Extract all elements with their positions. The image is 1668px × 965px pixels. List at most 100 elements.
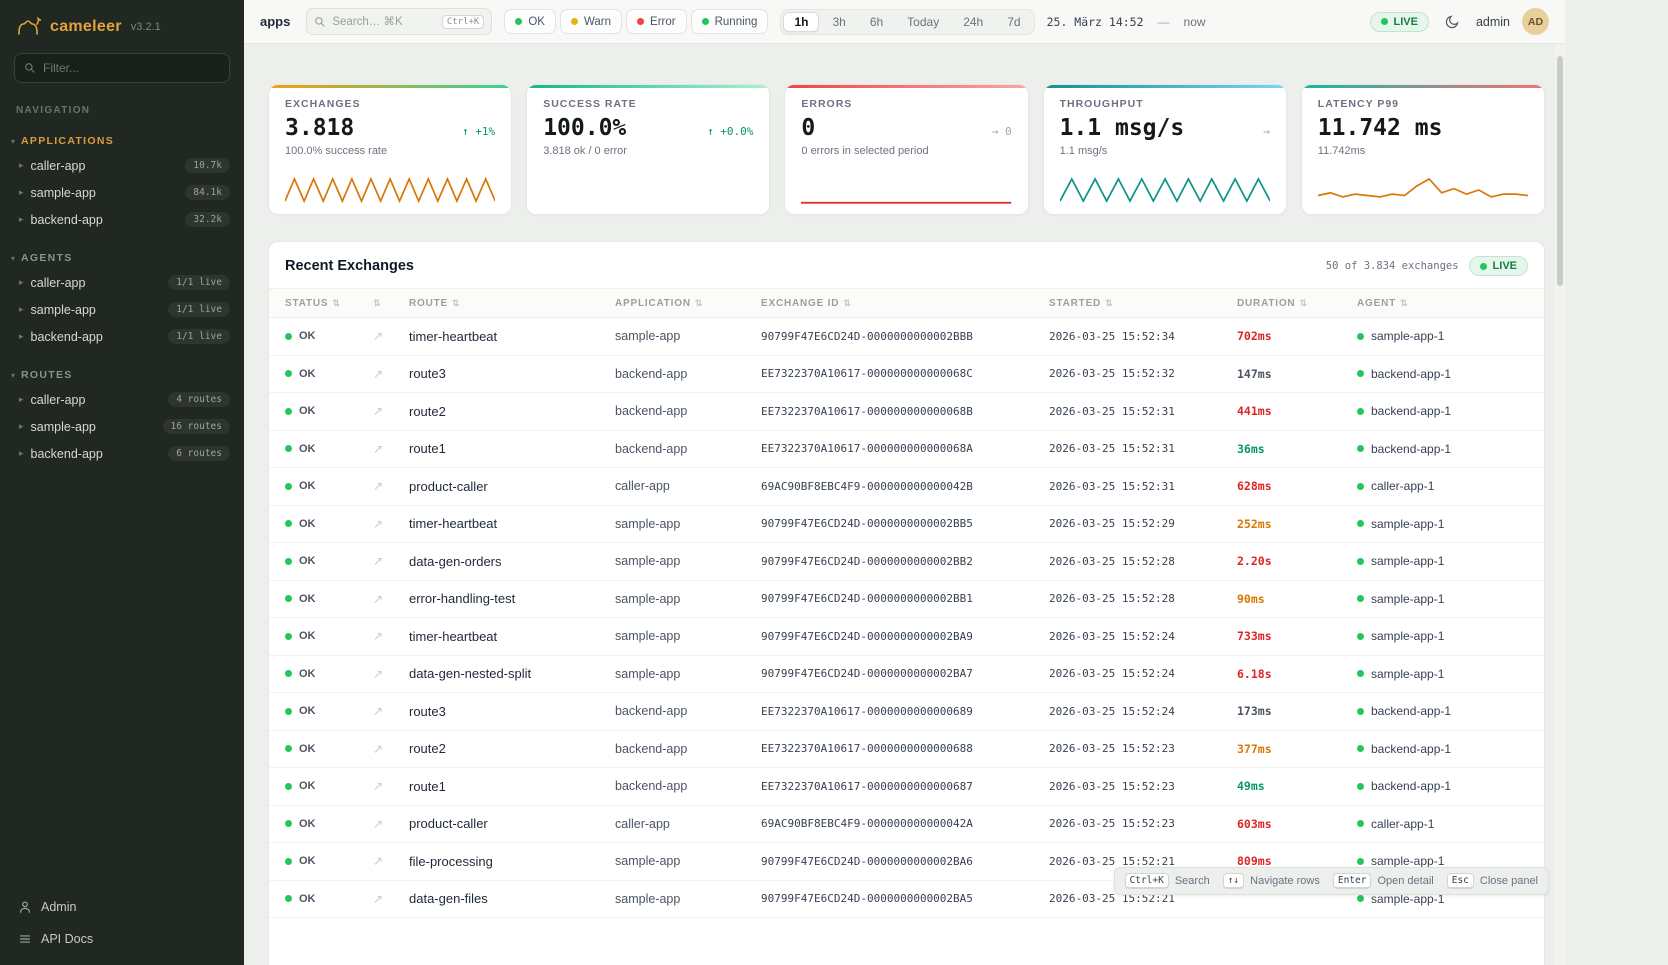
hint-navigate-rows: ↑↓ Navigate rows xyxy=(1222,873,1320,889)
agent-status-dot xyxy=(1357,370,1364,378)
scrollbar[interactable] xyxy=(1555,44,1565,965)
sidebar-item-sample-app[interactable]: ▸ sample-app 84.1k xyxy=(0,179,244,206)
filter-chip-warn[interactable]: Warn xyxy=(559,9,623,34)
route-name: route3 xyxy=(409,703,446,719)
table-row[interactable]: OK ↗ route1 backend-app EE7322370A10617-0000… xyxy=(269,431,1544,468)
application-name: backend-app xyxy=(615,441,688,456)
table-row[interactable]: OK ↗ route3 backend-app EE7322370A10617-0000… xyxy=(269,356,1544,393)
filter-chip-ok[interactable]: OK xyxy=(504,9,556,34)
scrollbar-thumb[interactable] xyxy=(1557,56,1563,286)
open-exchange-icon[interactable]: ↗ xyxy=(373,854,384,869)
table-row[interactable]: OK ↗ route2 backend-app EE7322370A10617-0000… xyxy=(269,731,1544,768)
application-name: caller-app xyxy=(615,816,670,831)
column-header-agent[interactable]: AGENT ⇅ xyxy=(1357,297,1409,309)
time-range-7d[interactable]: 7d xyxy=(996,12,1031,32)
open-exchange-icon[interactable]: ↗ xyxy=(373,779,384,794)
sidebar-item-badge: 1/1 live xyxy=(168,275,230,290)
theme-toggle-button[interactable] xyxy=(1441,10,1464,33)
time-range-today[interactable]: Today xyxy=(896,12,950,32)
table-row[interactable]: OK ↗ data-gen-files sample-app 90799F47E6CD2… xyxy=(269,881,1544,918)
time-range-3h[interactable]: 3h xyxy=(821,12,856,32)
open-exchange-icon[interactable]: ↗ xyxy=(373,516,384,531)
sidebar-item-caller-app[interactable]: ▸ caller-app 1/1 live xyxy=(0,269,244,296)
open-exchange-icon[interactable]: ↗ xyxy=(373,329,384,344)
route-name: route2 xyxy=(409,403,446,419)
section-title: ROUTES xyxy=(21,369,73,381)
status-filter-chips: OK Warn Error Running xyxy=(504,9,769,34)
time-range-6h[interactable]: 6h xyxy=(859,12,894,32)
column-header-duration[interactable]: DURATION ⇅ xyxy=(1237,297,1308,309)
exchange-id: EE7322370A10617-000000000000068C xyxy=(761,367,973,381)
app-logo[interactable]: cameleer v3.2.1 xyxy=(0,0,244,51)
sidebar-filter-input[interactable] xyxy=(43,61,220,75)
column-header-open[interactable]: ⇅ xyxy=(373,298,409,309)
agent-status-dot xyxy=(1357,482,1364,490)
table-row[interactable]: OK ↗ route1 backend-app EE7322370A10617-0000… xyxy=(269,768,1544,806)
column-header-started[interactable]: STARTED ⇅ xyxy=(1049,297,1114,309)
column-header-application[interactable]: APPLICATION ⇅ xyxy=(615,297,704,309)
sidebar-section-applications[interactable]: ▾ APPLICATIONS xyxy=(0,128,244,152)
table-row[interactable]: OK ↗ timer-heartbeat sample-app 90799F47E6CD… xyxy=(269,318,1544,356)
avatar[interactable]: AD xyxy=(1522,8,1549,35)
exchange-id: 90799F47E6CD24D-0000000000002BB1 xyxy=(761,592,973,606)
open-exchange-icon[interactable]: ↗ xyxy=(373,704,384,719)
time-range-24h[interactable]: 24h xyxy=(952,12,994,32)
open-exchange-icon[interactable]: ↗ xyxy=(373,554,384,569)
open-exchange-icon[interactable]: ↗ xyxy=(373,591,384,606)
open-exchange-icon[interactable]: ↗ xyxy=(373,441,384,456)
open-exchange-icon[interactable]: ↗ xyxy=(373,891,384,906)
time-range-selector: 1h 3h 6h Today 24h 7d xyxy=(780,8,1035,35)
sidebar-item-backend-app[interactable]: ▸ backend-app 1/1 live xyxy=(0,323,244,350)
chevron-down-icon: ▾ xyxy=(11,370,16,380)
agent-cell: sample-app-1 xyxy=(1357,892,1528,906)
open-exchange-icon[interactable]: ↗ xyxy=(373,666,384,681)
sidebar-item-label: backend-app xyxy=(30,446,103,461)
application-name: sample-app xyxy=(615,554,681,569)
duration-value: 252ms xyxy=(1237,516,1272,531)
time-range-1h[interactable]: 1h xyxy=(783,11,820,32)
sidebar-item-caller-app[interactable]: ▸ caller-app 4 routes xyxy=(0,386,244,413)
column-header-status[interactable]: STATUS ⇅ xyxy=(285,297,341,309)
sidebar-footer-api-docs[interactable]: API Docs xyxy=(0,923,244,955)
sidebar-footer-admin[interactable]: Admin xyxy=(0,891,244,923)
open-exchange-icon[interactable]: ↗ xyxy=(373,629,384,644)
sidebar-item-badge: 16 routes xyxy=(162,419,230,434)
sidebar-section-routes[interactable]: ▾ ROUTES xyxy=(0,362,244,386)
table-row[interactable]: OK ↗ data-gen-orders sample-app 90799F47E6CD… xyxy=(269,543,1544,581)
sidebar-section-agents[interactable]: ▾ AGENTS xyxy=(0,245,244,269)
open-exchange-icon[interactable]: ↗ xyxy=(373,479,384,494)
table-header-row: STATUS ⇅ ⇅ ROUTE ⇅ APPLICATION ⇅ EXCHANGE ID ⇅ ST… xyxy=(269,288,1544,318)
card-delta: → 0 xyxy=(991,125,1012,138)
sidebar-item-backend-app[interactable]: ▸ backend-app 32.2k xyxy=(0,206,244,233)
table-row[interactable]: OK ↗ route2 backend-app EE7322370A10617-0000… xyxy=(269,393,1544,431)
open-exchange-icon[interactable]: ↗ xyxy=(373,741,384,756)
column-header-exchange-id[interactable]: EXCHANGE ID ⇅ xyxy=(761,297,852,309)
table-row[interactable]: OK ↗ timer-heartbeat sample-app 90799F47E6CD… xyxy=(269,506,1544,543)
filter-chip-error[interactable]: Error xyxy=(626,9,687,34)
sidebar-item-backend-app[interactable]: ▸ backend-app 6 routes xyxy=(0,440,244,467)
chevron-right-icon: ▸ xyxy=(19,277,24,287)
status-ok-dot xyxy=(285,332,292,340)
app-version: v3.2.1 xyxy=(130,20,161,33)
filter-chip-running[interactable]: Running xyxy=(690,9,769,34)
table-row[interactable]: OK ↗ timer-heartbeat sample-app 90799F47E6CD… xyxy=(269,618,1544,656)
table-row[interactable]: OK ↗ route3 backend-app EE7322370A10617-0000… xyxy=(269,693,1544,731)
table-row[interactable]: OK ↗ error-handling-test sample-app 90799F47… xyxy=(269,581,1544,618)
card-subtitle: 11.742ms xyxy=(1317,145,1366,157)
table-row[interactable]: OK ↗ product-caller caller-app 69AC90BF8EBC4… xyxy=(269,468,1544,506)
sidebar-item-badge: 4 routes xyxy=(168,392,230,407)
sidebar-item-sample-app[interactable]: ▸ sample-app 1/1 live xyxy=(0,296,244,323)
table-row[interactable]: OK ↗ data-gen-nested-split sample-app 90799F… xyxy=(269,656,1544,693)
column-header-route[interactable]: ROUTE ⇅ xyxy=(409,297,461,309)
open-exchange-icon[interactable]: ↗ xyxy=(373,816,384,831)
route-name: data-gen-nested-split xyxy=(409,666,532,682)
open-exchange-icon[interactable]: ↗ xyxy=(373,404,384,419)
global-search-input[interactable] xyxy=(332,15,436,28)
sidebar-item-sample-app[interactable]: ▸ sample-app 16 routes xyxy=(0,413,244,440)
status-label: OK xyxy=(299,817,316,830)
table-row[interactable]: OK ↗ file-processing sample-app 90799F47E6CD… xyxy=(269,843,1544,881)
table-row[interactable]: OK ↗ product-caller caller-app 69AC90BF8EBC4… xyxy=(269,806,1544,843)
open-exchange-icon[interactable]: ↗ xyxy=(373,366,384,381)
status-ok-dot xyxy=(285,482,292,490)
sidebar-item-caller-app[interactable]: ▸ caller-app 10.7k xyxy=(0,152,244,179)
